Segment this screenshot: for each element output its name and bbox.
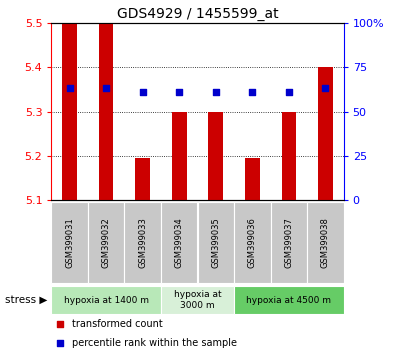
Text: GSM399035: GSM399035	[211, 217, 220, 268]
Text: GSM399037: GSM399037	[284, 217, 293, 268]
Bar	[99, 23, 113, 200]
Text: GSM399031: GSM399031	[65, 217, 74, 268]
Bar	[307, 202, 344, 283]
Point	[139, 89, 146, 95]
Bar	[234, 202, 271, 283]
Bar	[51, 286, 161, 314]
Bar	[234, 286, 344, 314]
Text: hypoxia at 4500 m: hypoxia at 4500 m	[246, 296, 331, 304]
Point	[286, 89, 292, 95]
Bar	[88, 202, 124, 283]
Bar	[51, 202, 88, 283]
Point	[57, 341, 63, 346]
Bar	[161, 202, 198, 283]
Point	[249, 89, 256, 95]
Bar	[271, 202, 307, 283]
Bar	[209, 112, 223, 200]
Text: stress ▶: stress ▶	[5, 295, 47, 305]
Bar	[198, 202, 234, 283]
Bar	[245, 158, 260, 200]
Point	[103, 86, 109, 91]
Bar	[135, 158, 150, 200]
Point	[57, 321, 63, 327]
Point	[322, 86, 329, 91]
Text: transformed count: transformed count	[72, 319, 163, 329]
Text: GSM399034: GSM399034	[175, 217, 184, 268]
Bar	[282, 112, 296, 200]
Point	[213, 89, 219, 95]
Text: GSM399032: GSM399032	[102, 217, 111, 268]
Title: GDS4929 / 1455599_at: GDS4929 / 1455599_at	[117, 7, 278, 21]
Bar	[161, 286, 234, 314]
Bar	[318, 67, 333, 200]
Text: hypoxia at 1400 m: hypoxia at 1400 m	[64, 296, 149, 304]
Point	[176, 89, 182, 95]
Text: GSM399038: GSM399038	[321, 217, 330, 268]
Bar	[124, 202, 161, 283]
Bar	[172, 112, 186, 200]
Text: GSM399036: GSM399036	[248, 217, 257, 268]
Text: hypoxia at
3000 m: hypoxia at 3000 m	[174, 290, 221, 310]
Point	[66, 86, 73, 91]
Text: percentile rank within the sample: percentile rank within the sample	[72, 338, 237, 348]
Text: GSM399033: GSM399033	[138, 217, 147, 268]
Bar	[62, 23, 77, 200]
